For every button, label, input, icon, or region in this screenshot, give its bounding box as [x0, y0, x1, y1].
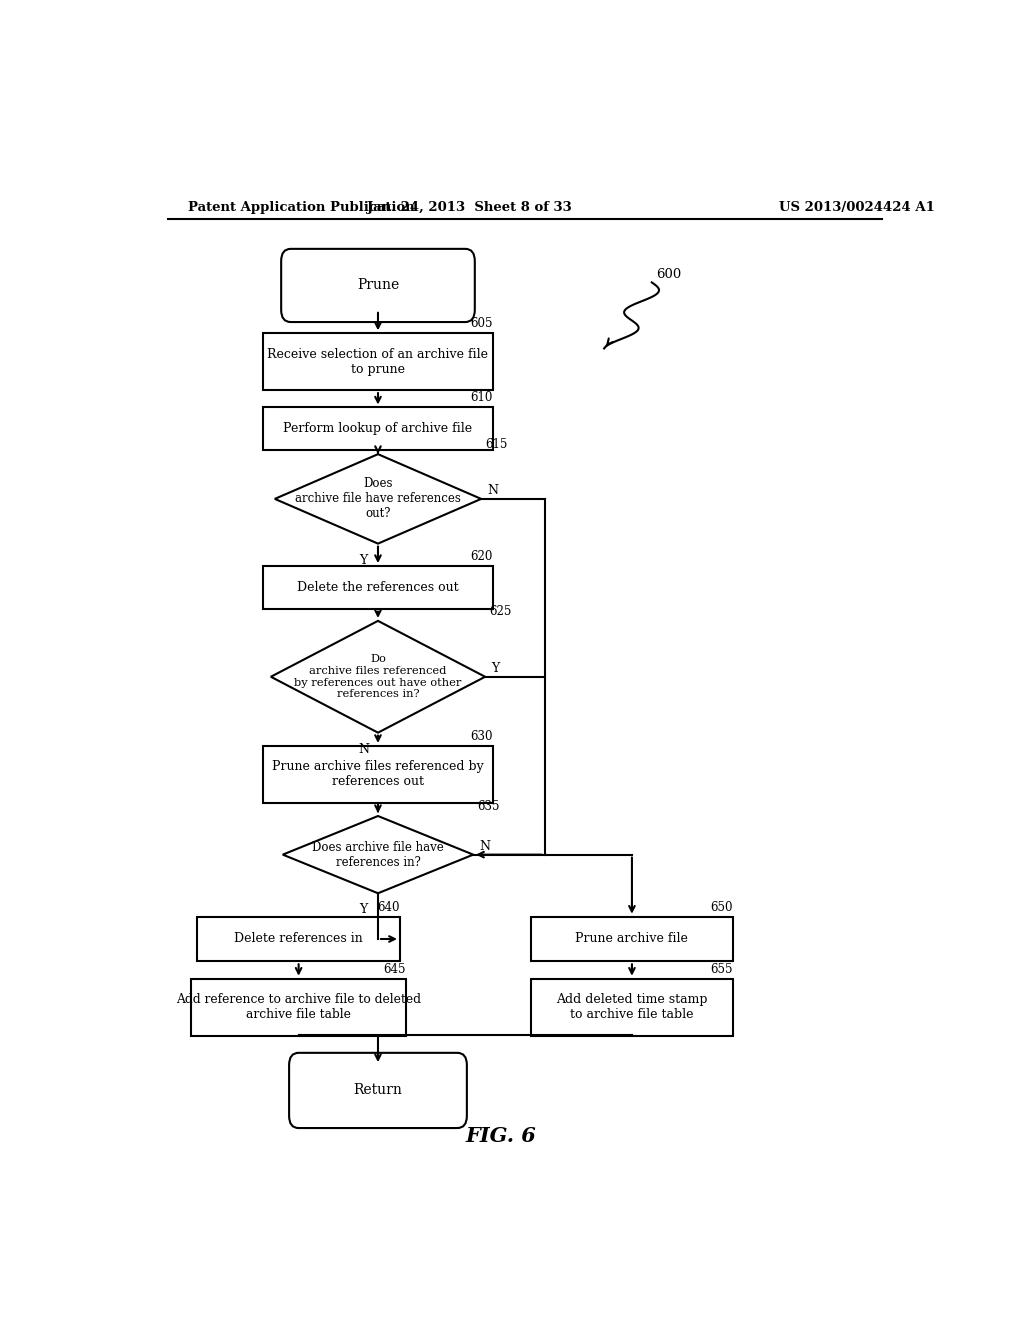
- Text: 635: 635: [477, 800, 500, 813]
- Bar: [263, 408, 494, 450]
- Text: Add deleted time stamp
to archive file table: Add deleted time stamp to archive file t…: [556, 993, 708, 1022]
- Text: 650: 650: [711, 900, 733, 913]
- Text: N: N: [479, 840, 490, 853]
- Bar: [191, 978, 406, 1036]
- Text: 655: 655: [711, 962, 733, 975]
- FancyBboxPatch shape: [289, 1053, 467, 1129]
- Text: US 2013/0024424 A1: US 2013/0024424 A1: [778, 201, 935, 214]
- Polygon shape: [274, 454, 481, 544]
- Text: 645: 645: [383, 962, 406, 975]
- Text: 625: 625: [489, 605, 511, 618]
- Text: 630: 630: [471, 730, 494, 743]
- Text: Prune: Prune: [356, 279, 399, 293]
- Text: 615: 615: [485, 438, 508, 451]
- Text: 610: 610: [471, 391, 494, 404]
- Text: N: N: [487, 484, 499, 498]
- Bar: [263, 746, 494, 803]
- Text: 640: 640: [377, 900, 399, 913]
- Text: Add reference to archive file to deleted
archive file table: Add reference to archive file to deleted…: [176, 993, 421, 1022]
- Text: FIG. 6: FIG. 6: [466, 1126, 537, 1146]
- Text: Receive selection of an archive file
to prune: Receive selection of an archive file to …: [267, 347, 488, 376]
- Polygon shape: [283, 816, 473, 894]
- Bar: [530, 916, 733, 961]
- Text: Return: Return: [353, 1084, 402, 1097]
- Bar: [263, 333, 494, 391]
- Text: 600: 600: [655, 268, 681, 281]
- Text: Patent Application Publication: Patent Application Publication: [187, 201, 415, 214]
- Text: Do
archive files referenced
by references out have other
references in?: Do archive files referenced by reference…: [294, 655, 462, 700]
- Text: Y: Y: [359, 554, 368, 566]
- Text: 620: 620: [471, 550, 494, 562]
- Text: Does archive file have
references in?: Does archive file have references in?: [312, 841, 443, 869]
- Bar: [263, 566, 494, 609]
- Text: Does
archive file have references
out?: Does archive file have references out?: [295, 478, 461, 520]
- Bar: [530, 978, 733, 1036]
- Text: Y: Y: [359, 903, 368, 916]
- Text: Delete the references out: Delete the references out: [297, 581, 459, 594]
- FancyBboxPatch shape: [282, 249, 475, 322]
- Text: Prune archive files referenced by
references out: Prune archive files referenced by refere…: [272, 760, 484, 788]
- Text: 605: 605: [471, 317, 494, 330]
- Text: Delete references in: Delete references in: [234, 932, 362, 945]
- Text: N: N: [358, 743, 370, 756]
- Bar: [198, 916, 399, 961]
- Text: Jan. 24, 2013  Sheet 8 of 33: Jan. 24, 2013 Sheet 8 of 33: [367, 201, 571, 214]
- Text: Prune archive file: Prune archive file: [575, 932, 688, 945]
- Text: Perform lookup of archive file: Perform lookup of archive file: [284, 422, 472, 436]
- Text: Y: Y: [492, 663, 500, 675]
- Polygon shape: [270, 620, 485, 733]
